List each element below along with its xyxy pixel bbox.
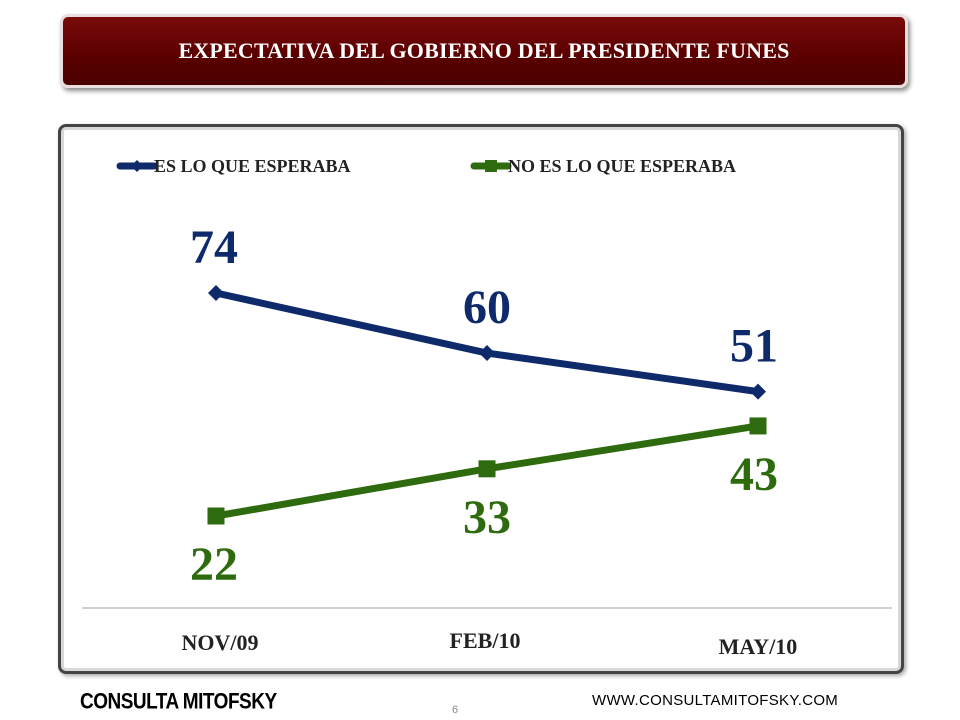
page-number: 6 [452,704,459,716]
chart-frame [58,124,904,674]
legend-label-1: ES LO QUE ESPERABA [154,156,351,176]
x-tick-label-2: FEB/10 [450,628,521,653]
data-point-s1-2 [479,345,495,362]
legend-marker-1 [131,160,143,172]
data-label-s2-2: 33 [463,491,511,544]
data-labels: 74 60 51 22 33 43 [190,221,778,591]
data-label-s2-3: 43 [730,448,778,501]
data-label-s2-1: 22 [190,538,238,591]
data-point-s1-1 [208,285,224,301]
x-tick-label-1: NOV/09 [182,630,259,655]
x-tick-label-3: MAY/10 [719,634,798,659]
title-banner: EXPECTATIVA DEL GOBIERNO DEL PRESIDENTE … [60,14,908,88]
series-layer [207,285,767,525]
data-label-s1-1: 74 [190,221,238,274]
brand-logo-text: CONSULTA MITOFSKY [80,690,277,715]
data-label-s1-3: 51 [730,320,778,373]
data-point-s2-1 [207,507,225,525]
page-title: EXPECTATIVA DEL GOBIERNO DEL PRESIDENTE … [178,38,790,63]
website-link[interactable]: WWW.CONSULTAMITOFSKY.COM [592,692,839,709]
data-label-s1-2: 60 [463,281,511,334]
data-point-s1-3 [750,383,766,400]
legend-label-2: NO ES LO QUE ESPERABA [508,156,736,176]
data-point-s2-3 [749,417,767,435]
legend-marker-2 [485,160,497,172]
chart-legend: ES LO QUE ESPERABA NO ES LO QUE ESPERABA [116,156,736,176]
data-point-s2-2 [478,460,496,478]
x-axis-ticks: NOV/09 FEB/10 MAY/10 [182,628,798,659]
